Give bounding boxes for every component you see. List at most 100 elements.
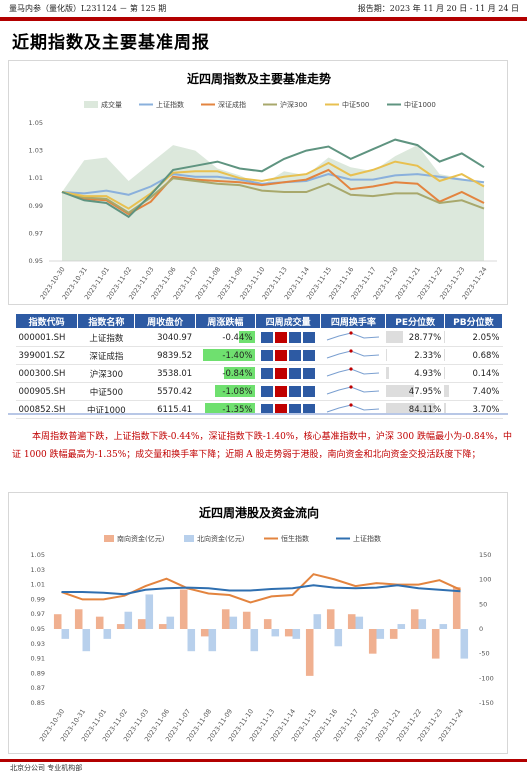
weekly-change: -1.40% [195,346,256,365]
southbound-bar [242,611,251,629]
turnover-sparkline [320,346,386,365]
volume-square [303,368,316,379]
y-left-tick-label: 0.95 [31,625,45,633]
volume-square [275,404,288,415]
volume-square [303,404,316,415]
pb-value: 2.05% [472,332,500,343]
index-name: 深证成指 [77,346,135,365]
series-line-中证500 [61,160,485,210]
northbound-bar [397,624,406,629]
turnover-line [327,386,380,395]
northbound-bar [166,616,175,629]
volume-sparkbars [255,346,321,365]
legend-label: 成交量 [101,100,122,109]
volume-square [289,332,302,343]
y-right-tick-label: 150 [479,551,491,559]
volume-sparkbars [255,400,321,419]
change-value: -1.08% [222,386,253,397]
y-left-tick-label: 0.87 [31,684,45,692]
turnover-sparkline-svg [327,367,380,377]
northbound-bar [313,614,322,629]
y-left-tick-label: 1.05 [31,551,45,559]
volume-square [289,386,302,397]
northbound-bar [355,616,364,629]
legend-swatch-volume [84,101,98,108]
column-header: 指数代码 [14,313,79,329]
chart-title: 近四周指数及主要基准走势 [187,71,331,86]
change-value: -0.44% [222,332,253,343]
volume-square [261,332,274,343]
turnover-peak-dot [349,331,353,335]
table-body: 000001.SH 上证指数 3040.97 -0.44% 28.77% 2.05% 399… [15,328,503,419]
pb-bar [444,385,449,397]
y-tick-label: 1.03 [29,147,43,155]
pb-value: 0.14% [472,368,500,379]
legend-swatch-bar [104,535,114,542]
southbound-bar [284,629,293,637]
pb-percentile: 7.40% [444,382,503,401]
turnover-sparkline [320,400,386,419]
legend-label: 恒生指数 [281,534,309,543]
header-rule [0,17,527,21]
weekly-change: -1.35% [195,400,256,419]
y-left-tick-label: 0.89 [31,669,45,677]
pe-percentile: 47.95% [385,382,445,401]
volume-sparkbars [255,382,321,401]
southbound-bar [389,629,398,639]
report-issue: 量马内参（量化版）L231124 － 第 125 期 [9,4,167,13]
weekly-summary: 本周指数普遍下跌，上证指数下跌-0.44%，深证指数下跌-1.40%，核心基准指… [12,432,512,460]
northbound-bar [439,624,448,629]
pb-bar [444,331,446,343]
volume-square [261,350,274,361]
y-right-tick-label: -50 [479,650,490,658]
turnover-line [327,350,380,359]
index-name: 沪深300 [77,364,135,383]
change-bar [203,349,256,361]
turnover-peak-dot [349,367,353,371]
pe-value: 2.33% [414,350,442,361]
southbound-bar [158,624,167,629]
pe-value: 4.93% [414,368,442,379]
pe-value: 84.11% [408,404,442,415]
y-left-tick-label: 0.91 [31,655,45,663]
y-right-tick-label: 0 [479,625,483,633]
close-price: 3040.97 [134,328,196,347]
report-period: 报告期：2023 年 11 月 20 日 - 11 月 24 日 [357,4,519,13]
southbound-bar [305,629,314,676]
northbound-bar [250,629,259,652]
northbound-bar [187,629,196,652]
legend-swatch-bar [184,535,194,542]
change-value: -1.35% [222,404,253,415]
northbound-bar [82,629,91,652]
northbound-bar [271,629,280,637]
legend-label: 北向资金(亿元) [197,534,245,543]
pe-percentile: 84.11% [385,400,445,419]
footer: 北京分公司 专业机构部 [10,764,83,772]
southbound-bar [431,629,440,659]
pe-percentile: 4.93% [385,364,445,383]
southbound-bar [347,614,356,629]
turnover-sparkline [320,364,386,383]
southbound-bar [263,619,272,629]
turnover-line [327,404,380,413]
y-right-tick-label: -100 [479,674,494,682]
y-left-tick-label: 0.93 [31,640,45,648]
table-row: 000300.SH 沪深300 3538.01 -0.84% 4.93% 0.14% [15,364,503,383]
turnover-sparkline-svg [327,403,380,413]
northbound-bar [376,629,385,639]
index-code: 399001.SZ [15,346,78,365]
y-tick-label: 0.95 [29,257,43,265]
volume-square [261,404,274,415]
southbound-bar [452,587,461,629]
pb-value: 0.68% [472,350,500,361]
northbound-bar [292,629,301,639]
table-row: 000852.SH 中证1000 6115.41 -1.35% 84.11% 3.70% [15,400,503,419]
turnover-sparkline [320,382,386,401]
index-code: 000852.SH [15,400,78,419]
southbound-bar [410,609,419,629]
change-value: -1.40% [222,350,253,361]
index-chart-panel: 近四周指数及主要基准走势 成交量 上证指数 深证成指 沪深300 中证500 中证1000 1… [8,60,508,305]
northbound-bar [208,629,217,652]
turnover-sparkline [320,328,386,347]
